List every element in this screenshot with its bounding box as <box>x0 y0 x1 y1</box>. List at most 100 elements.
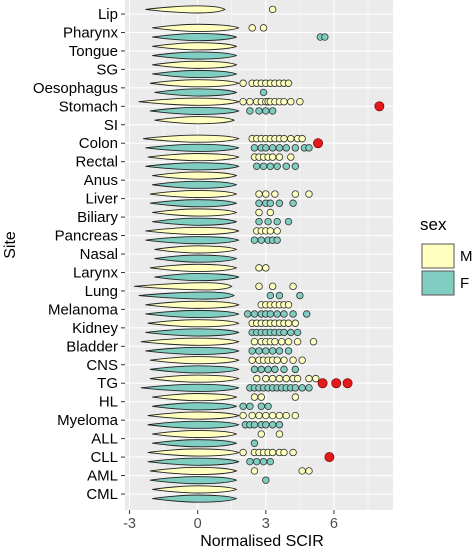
outlier-melanoma-f-5 <box>273 310 281 318</box>
point-layer <box>239 5 385 484</box>
outlier-bladder-f-2 <box>262 347 270 355</box>
outlier-all-m-0 <box>257 430 265 438</box>
y-tick-label-cns: CNS <box>86 357 118 374</box>
y-tick-label-pancreas: Pancreas <box>55 228 118 245</box>
violin-anus-f <box>152 180 238 189</box>
legend-key-f <box>421 270 455 296</box>
violin-melanoma-m <box>145 300 240 309</box>
y-tick-label-myeloma: Myeloma <box>57 412 119 429</box>
highlight-point-tg-2 <box>317 378 328 389</box>
violin-aml-f <box>149 476 238 485</box>
y-tick-label-stomach: Stomach <box>59 98 118 115</box>
violin-cml-m <box>152 485 238 494</box>
outlier-liver-m-3 <box>291 190 300 198</box>
violin-rectal-m <box>147 153 240 162</box>
outlier-cns-f-3 <box>271 365 279 374</box>
outlier-melanoma-f-4 <box>266 310 275 318</box>
outlier-kidney-f-7 <box>280 328 288 337</box>
outlier-myeloma-f-4 <box>262 421 270 429</box>
outlier-pancreas-m-3 <box>266 227 275 235</box>
outlier-pharynx-m-1 <box>259 24 268 32</box>
y-tick-label-tongue: Tongue <box>69 43 118 60</box>
outlier-tg-m-0 <box>253 374 261 383</box>
violin-tongue-m <box>152 42 238 51</box>
outlier-cll-f-3 <box>266 457 275 466</box>
outlier-tg-m-4 <box>282 374 290 383</box>
highlight-point-colon-1 <box>313 138 324 149</box>
outlier-bladder-m-5 <box>278 338 286 346</box>
outlier-cll-f-1 <box>253 457 261 466</box>
violin-nasal-m <box>154 245 238 254</box>
outlier-bladder-f-1 <box>255 347 263 355</box>
outlier-rectal-m-4 <box>268 153 277 161</box>
y-tick-label-all: ALL <box>91 431 118 448</box>
y-tick-label-lung: Lung <box>85 283 118 300</box>
outlier-cll-m-7 <box>280 448 288 457</box>
outlier-tg-m-8 <box>312 374 320 383</box>
outlier-myeloma-m-3 <box>262 411 270 420</box>
violin-stomach-m <box>138 97 240 106</box>
outlier-cns-f-5 <box>291 365 300 374</box>
outlier-stomach-m-1 <box>246 98 254 106</box>
violin-sg-m <box>152 60 238 69</box>
y-tick-label-anus: Anus <box>84 172 118 189</box>
outlier-cll-f-2 <box>259 457 268 466</box>
violin-cns-f <box>149 365 240 374</box>
violin-bladder-f <box>145 346 240 355</box>
outlier-hl-f-2 <box>257 402 265 410</box>
y-tick-label-rectal: Rectal <box>75 154 118 171</box>
outlier-stomach-m-9 <box>280 98 288 106</box>
outlier-stomach-f-3 <box>268 107 277 115</box>
outlier-hl-m-1 <box>257 393 265 401</box>
outlier-cll-f-0 <box>246 457 254 466</box>
y-tick-label-melanoma: Melanoma <box>48 301 119 318</box>
outlier-biliary-f-0 <box>255 217 263 226</box>
outlier-lung-m-1 <box>268 282 277 291</box>
outlier-cns-f-1 <box>257 365 265 374</box>
y-tick-label-liver: Liver <box>85 191 118 208</box>
violin-anus-m <box>152 171 238 180</box>
violin-colon-f <box>145 143 240 152</box>
outlier-cll-m-5 <box>268 448 277 457</box>
outlier-tg-f-11 <box>298 384 306 392</box>
outlier-tg-m-6 <box>293 374 302 383</box>
outlier-pancreas-f-0 <box>250 236 259 244</box>
outlier-rectal-m-6 <box>287 153 295 161</box>
highlight-point-tg-3 <box>331 378 342 389</box>
outlier-rectal-m-5 <box>275 153 284 161</box>
outlier-pancreas-m-4 <box>273 227 281 235</box>
violin-hl-f <box>152 402 238 411</box>
y-tick-label-bladder: Bladder <box>66 338 118 355</box>
outlier-cns-m-6 <box>280 356 288 364</box>
legend-title: sex <box>420 215 447 234</box>
outlier-cns-m-8 <box>298 356 306 364</box>
y-tick-label-si: SI <box>104 117 118 134</box>
outlier-myeloma-m-7 <box>291 411 300 420</box>
outlier-colon-f-3 <box>268 144 277 152</box>
violin-layer <box>134 5 240 503</box>
outlier-lung-f-1 <box>275 291 284 300</box>
outlier-kidney-f-9 <box>293 328 302 337</box>
violin-pancreas-f <box>145 236 240 245</box>
outlier-bladder-f-3 <box>268 347 277 355</box>
outlier-myeloma-m-2 <box>255 411 263 420</box>
x-tick-label-1: 0 <box>194 516 202 532</box>
outlier-colon-m-7 <box>280 134 288 143</box>
x-tick-label-2: 3 <box>262 516 270 532</box>
outlier-tg-f-12 <box>305 384 313 392</box>
outlier-lung-m-2 <box>289 282 297 291</box>
outlier-bladder-m-7 <box>293 338 302 346</box>
outlier-liver-m-4 <box>305 190 313 198</box>
violin-melanoma-f <box>145 309 240 319</box>
violin-pharynx-m <box>152 23 240 32</box>
outlier-myeloma-f-6 <box>275 421 284 429</box>
outlier-all-m-1 <box>275 430 284 438</box>
outlier-liver-m-0 <box>255 190 263 198</box>
legend-label-m: M <box>460 248 473 265</box>
violin-oesophagus-m <box>149 79 240 88</box>
y-tick-label-larynx: Larynx <box>73 264 119 281</box>
violin-cml-f <box>152 494 238 503</box>
outlier-bladder-f-4 <box>275 347 284 355</box>
outlier-aml-m-2 <box>305 467 313 475</box>
